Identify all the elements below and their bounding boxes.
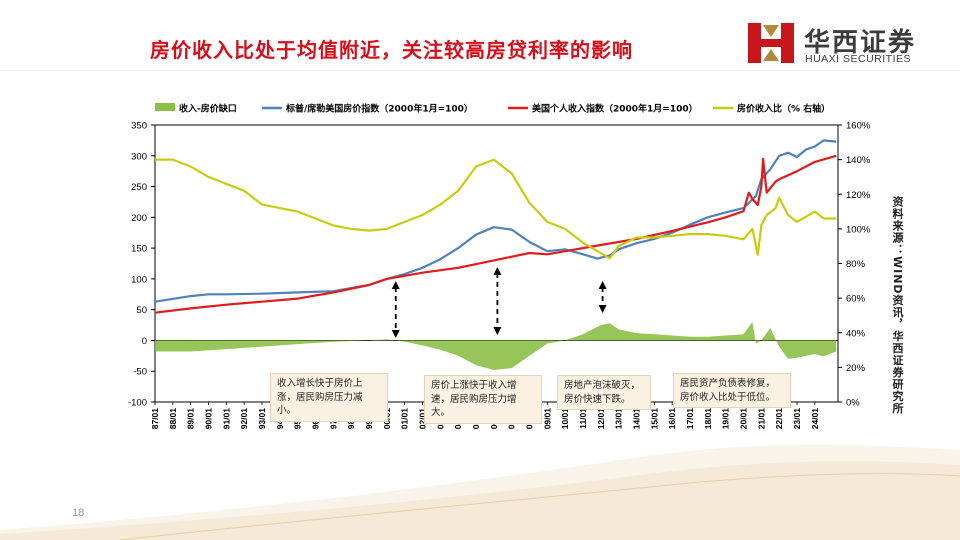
x-tick-label: 17/01 xyxy=(685,408,695,430)
source-note: 资料来源：WIND资讯，华西证券研究所 xyxy=(891,196,904,415)
annotation-2: 房价上涨快于收入增速，居民购房压力增大。 xyxy=(424,375,542,424)
right-tick-label: 100% xyxy=(846,224,871,235)
x-tick-label: 01/01 xyxy=(400,408,410,430)
series-ratio-line xyxy=(155,158,837,260)
x-tick-label: 92/01 xyxy=(239,408,249,430)
left-tick-label: 50 xyxy=(136,305,147,316)
x-tick-label: 24/01 xyxy=(810,408,820,430)
x-tick-label: 20/01 xyxy=(738,408,748,430)
right-tick-label: 80% xyxy=(846,259,866,270)
x-tick-label: 14/01 xyxy=(631,408,641,430)
annotation-3: 房地产泡沫破灭，房价快速下跌。 xyxy=(557,375,651,410)
right-tick-label: 40% xyxy=(846,328,866,339)
x-tick-label: 21/01 xyxy=(756,408,766,430)
page-number: 18 xyxy=(72,507,85,519)
legend-label: 房价收入比（% 右轴） xyxy=(737,103,830,115)
legend-label: 收入-房价缺口 xyxy=(179,103,237,115)
x-tick-label: 11/01 xyxy=(578,408,588,429)
logo-cn: 华西证券 xyxy=(804,28,917,58)
arrow-head-down xyxy=(391,330,400,338)
right-tick-label: 120% xyxy=(846,190,871,201)
right-tick-label: 140% xyxy=(846,155,871,166)
right-tick-label: 160% xyxy=(846,121,871,132)
x-tick-label: 16/01 xyxy=(667,408,677,430)
x-tick-label: 02/01 xyxy=(417,408,427,430)
arrow-head-down xyxy=(493,327,502,335)
legend-label: 标普/席勒美国房价指数（2000年1月=100） xyxy=(285,103,473,115)
x-tick-label: 13/01 xyxy=(614,408,624,430)
arrow-head-up xyxy=(391,281,400,289)
x-tick-label: 87/01 xyxy=(150,408,160,430)
series-income-line xyxy=(154,154,837,314)
left-tick-label: -50 xyxy=(133,367,147,378)
logo-mark-icon xyxy=(748,23,794,63)
x-tick-label: 19/01 xyxy=(721,408,731,430)
header-divider xyxy=(0,70,960,71)
left-tick-label: 200 xyxy=(131,213,147,224)
arrow-head-up xyxy=(493,267,502,275)
arrow-head-down xyxy=(598,305,607,313)
x-tick-label: 93/01 xyxy=(257,408,267,430)
left-tick-label: 300 xyxy=(131,151,147,162)
series-gap-area xyxy=(155,322,837,370)
chart: 350 300 250 200 150 100 50 0 -50 -100 160% 140% 120%… xyxy=(128,103,871,430)
x-tick-label: 10/01 xyxy=(560,408,570,430)
right-tick-label: 60% xyxy=(846,294,866,305)
left-tick-label: 150 xyxy=(131,244,147,255)
annotation-4: 居民资产负债表修复，房价收入比处于低位。 xyxy=(673,373,791,408)
left-tick-label: 100 xyxy=(131,274,147,285)
left-tick-label: -100 xyxy=(128,398,147,409)
x-tick-label: 23/01 xyxy=(792,408,802,430)
x-tick-label: 88/01 xyxy=(168,408,178,430)
x-tick-label: 91/01 xyxy=(221,408,231,430)
right-tick-label: 0% xyxy=(846,398,860,409)
legend-swatch xyxy=(155,103,175,111)
left-tick-label: 250 xyxy=(131,182,147,193)
decorative-wave xyxy=(0,444,960,540)
x-tick-label: 15/01 xyxy=(649,408,659,430)
legend-label: 美国个人收入指数（2000年1月=100） xyxy=(532,103,698,115)
logo-en: HUAXI SECURITIES xyxy=(805,53,912,65)
x-tick-label: 90/01 xyxy=(203,408,213,430)
series-home-price-line xyxy=(154,139,837,303)
x-tick-label: 18/01 xyxy=(703,408,713,430)
x-tick-label: 12/01 xyxy=(596,408,606,430)
annotation-1: 收入增长快于房价上涨，居民购房压力减小。 xyxy=(270,373,388,422)
page-title: 房价收入比处于均值附近，关注较高房贷利率的影响 xyxy=(150,38,633,62)
arrow-head-up xyxy=(598,281,607,289)
x-tick-label: 89/01 xyxy=(186,408,196,430)
left-tick-label: 0 xyxy=(142,336,147,347)
left-tick-label: 350 xyxy=(131,121,147,132)
right-tick-label: 20% xyxy=(846,363,866,374)
x-tick-label: 22/01 xyxy=(774,408,784,430)
logo: 华西证券 HUAXI SECURITIES xyxy=(748,20,938,66)
x-tick-label: 09/01 xyxy=(542,408,552,430)
